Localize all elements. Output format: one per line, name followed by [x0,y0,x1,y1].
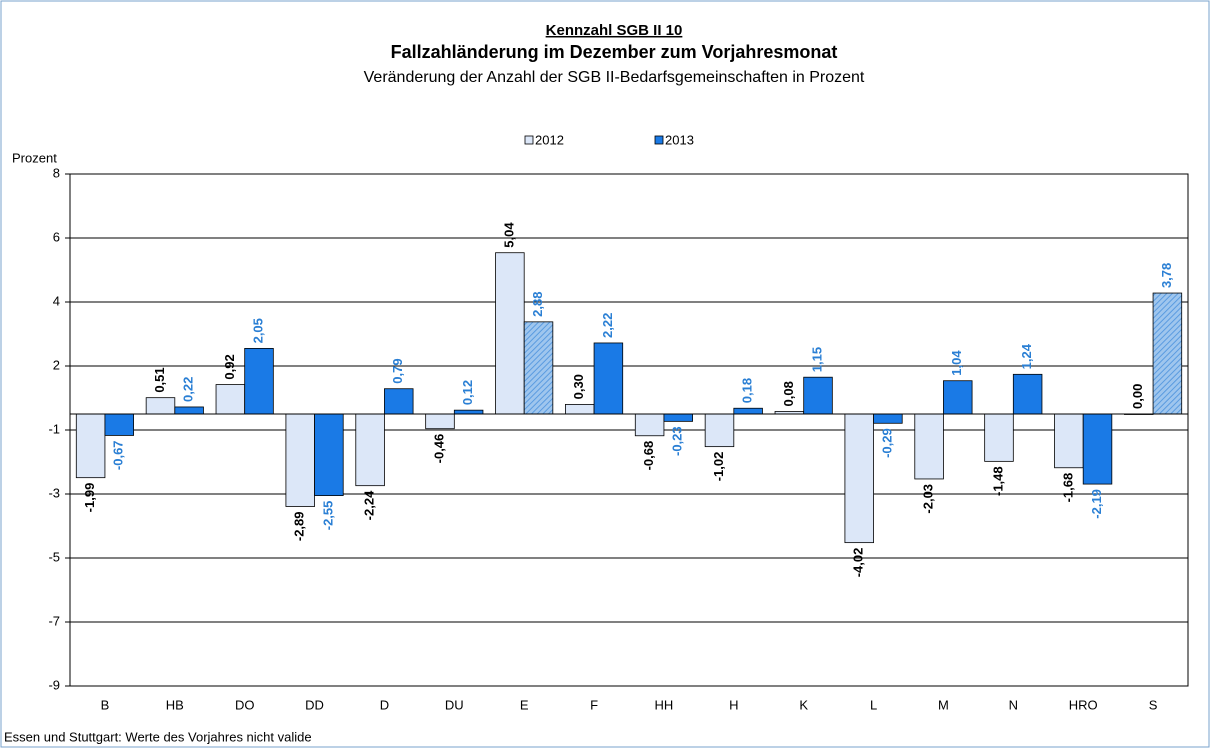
x-tick-label: HRO [1069,697,1098,712]
bar [145,397,176,415]
bar [943,380,973,415]
chart-title: Fallzahländerung im Dezember zum Vorjahr… [391,42,838,62]
legend-swatch [654,135,664,145]
bar [1054,413,1084,469]
data-label: 0,00 [1130,384,1145,409]
bar [453,409,484,415]
y-axis-label: Prozent [12,150,57,165]
data-label: 2,22 [600,313,615,338]
bar [565,403,595,415]
bar [663,413,693,422]
data-label: 0,92 [222,354,237,379]
data-label: -2,03 [921,484,936,514]
x-tick-label: F [590,697,598,712]
x-tick-label: H [729,697,738,712]
y-tick-label: -1 [48,421,60,436]
bar [593,342,624,415]
data-label: -0,23 [670,426,685,456]
x-tick-label: L [870,697,877,712]
y-tick-label: 6 [53,229,60,244]
chart-header: Kennzahl SGB II 10 [546,22,683,39]
data-label: 0,22 [181,377,196,402]
bar [984,413,1014,462]
bar [355,413,385,487]
footnote: Essen und Stuttgart: Werte des Vorjahres… [4,729,312,744]
x-tick-label: DO [235,697,255,712]
data-label: -2,24 [362,490,377,520]
y-tick-label: -7 [48,613,60,628]
bar [75,413,106,479]
data-label: -1,02 [711,452,726,482]
bar [285,413,315,507]
bar [1152,292,1183,415]
bar [733,407,763,415]
y-tick-label: -9 [48,677,60,692]
legend-swatch [524,135,534,145]
data-label: 0,79 [390,358,405,383]
data-label: 5,04 [501,222,516,248]
bar [803,376,833,415]
x-tick-label: K [799,697,808,712]
bar [244,347,274,415]
x-tick-label: HB [166,697,184,712]
data-label: -0,68 [641,441,656,471]
data-label: 0,08 [781,381,796,406]
data-label: -2,89 [292,511,307,541]
x-tick-label: B [101,697,110,712]
bar [914,413,944,480]
data-label: 3,78 [1159,263,1174,288]
x-tick-label: M [938,697,949,712]
bar [1082,413,1113,485]
y-tick-label: -5 [48,549,60,564]
data-label: 0,12 [460,380,475,405]
bar [844,413,874,544]
data-label: -2,55 [320,501,335,531]
bar [215,384,246,415]
data-label: 2,88 [530,292,545,317]
data-label: 1,24 [1019,343,1034,369]
data-label: 1,15 [809,347,824,372]
data-label: -0,29 [879,428,894,458]
data-label: -1,68 [1060,473,1075,503]
bar [704,413,735,448]
data-label: -1,48 [990,466,1005,496]
data-label: 0,18 [740,378,755,403]
x-tick-label: S [1149,697,1158,712]
data-label: -2,19 [1089,489,1104,519]
legend-label: 2012 [535,132,564,147]
x-tick-label: HH [655,697,674,712]
bar [425,413,455,430]
x-tick-label: N [1009,697,1018,712]
data-label: 0,51 [152,367,167,392]
y-tick-label: 8 [53,165,60,180]
data-label: -4,02 [851,548,866,578]
x-tick-label: DU [445,697,464,712]
bar [873,413,903,424]
data-label: -0,46 [431,434,446,464]
y-tick-label: -3 [48,485,60,500]
bar [1012,373,1043,415]
y-tick-label: 2 [53,357,60,372]
bar [384,388,414,415]
data-label: 0,30 [571,374,586,399]
bar [314,413,344,496]
x-tick-label: E [520,697,529,712]
data-label: 2,05 [250,318,265,343]
bar [634,413,665,437]
x-tick-label: D [380,697,389,712]
x-tick-label: DD [305,697,324,712]
bar [495,252,525,415]
data-label: -0,67 [111,440,126,470]
bar [174,406,204,415]
data-label: 1,04 [949,350,964,376]
legend-label: 2013 [665,132,694,147]
bar [104,413,134,436]
bar [523,321,554,415]
chart-subtitle: Veränderung der Anzahl der SGB II-Bedarf… [364,69,865,86]
y-tick-label: 4 [53,293,60,308]
data-label: -1,99 [82,483,97,513]
